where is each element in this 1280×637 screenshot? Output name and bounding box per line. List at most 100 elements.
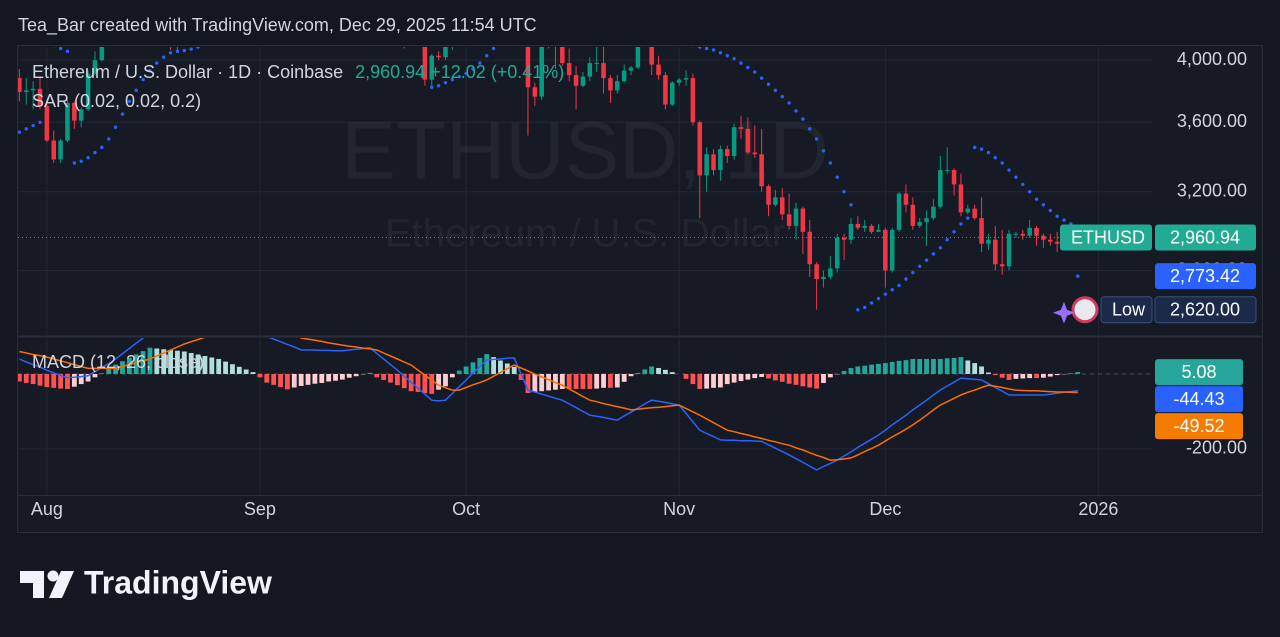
histogram-bar [937,358,943,374]
histogram-bar [827,373,833,378]
indicator-badge [1155,359,1243,386]
histogram-bar [168,349,173,374]
price-pane: ETHUSD, 1D Ethereum / U.S. Dollar [18,47,1152,335]
histogram-bar [697,373,703,389]
histogram-bar [120,361,125,374]
histogram-bar [772,373,778,381]
histogram-bar [1068,373,1074,374]
histogram-bar [491,357,496,374]
candle-body [683,78,689,80]
sar-dot [162,55,166,59]
histogram-bar [1013,373,1019,379]
sar-dot [718,51,723,55]
histogram-bar [23,373,29,383]
sar-dot [443,80,448,85]
sar-dot [491,47,496,51]
histogram-bar [738,373,744,382]
histogram-bar [133,354,139,374]
chart-frame [17,45,1263,533]
histogram-bar [876,363,881,374]
histogram-bar [278,373,283,388]
histogram-bar [202,355,208,374]
histogram-bar [690,373,696,385]
flag-icon [1071,296,1099,324]
candle-body [1054,241,1060,244]
histogram-bar [972,363,978,374]
sar-dot [134,88,138,93]
histogram-bar [614,373,620,388]
histogram-bar [841,370,847,374]
histogram-bar [573,373,579,389]
candle-body [951,170,957,185]
candle-body [1013,233,1019,235]
histogram-bar [711,373,716,388]
histogram-bar [882,363,888,374]
sar-dot [849,203,853,207]
candle-body [608,78,613,91]
candle-body [436,55,441,58]
histogram-bar [608,373,613,388]
histogram-bar [1027,373,1033,379]
histogram-bar [298,373,304,386]
candle-body [422,47,428,80]
candle-body [656,64,661,76]
histogram-bar [539,373,545,392]
sar-dot [86,156,90,160]
sar-dot [1055,214,1059,218]
sar-dot [835,175,839,179]
candle-body [986,239,991,244]
histogram-bar [786,373,792,384]
candle-body [718,149,723,171]
sar-dot [918,264,922,269]
histogram-bar [896,360,902,374]
candle-body [615,81,620,91]
histogram-bar [999,373,1005,378]
histogram-bar [848,367,854,374]
histogram-bar [779,373,785,382]
histogram-bar [532,373,538,392]
price-badge [1155,224,1256,251]
sar-dot [746,65,750,70]
candle-body [724,149,730,156]
sar-dot [38,120,42,124]
sar-dot [168,51,173,55]
histogram-bar [752,373,758,379]
candle-body [539,47,544,97]
sar-dot [711,48,716,52]
histogram-bar [580,373,586,389]
candle-body [972,208,977,219]
histogram-bar [353,373,359,377]
candle-body [18,78,22,92]
candle-body [676,79,682,83]
histogram-bar [594,373,600,389]
candle-body [876,229,881,232]
histogram-bar [525,373,531,394]
candle-body [834,237,840,269]
price-badge [1155,263,1256,290]
candle-body [814,264,819,279]
histogram-bar [807,373,813,388]
candle-body [690,78,696,123]
watermark-title: ETHUSD, 1D [341,106,829,197]
histogram-bar [154,348,160,374]
candle-body [601,63,606,79]
candle-body [628,67,634,71]
sar-dot [766,82,771,86]
sar-dot [952,230,956,234]
candle-body [965,208,971,213]
candle-body [65,102,70,141]
candle-body [704,154,709,176]
candle-body [670,82,675,105]
histogram-bar [587,373,593,389]
histogram-bar [44,373,50,388]
histogram-bar [99,373,105,374]
y-tick-label: -200.00 [1186,438,1247,458]
header-bar [0,0,1280,45]
candle-body [635,47,641,68]
sar-dot [945,238,949,242]
candle-body [525,47,531,88]
histogram-bar [731,373,737,383]
candle-body [766,186,771,205]
histogram-bar [910,358,916,374]
